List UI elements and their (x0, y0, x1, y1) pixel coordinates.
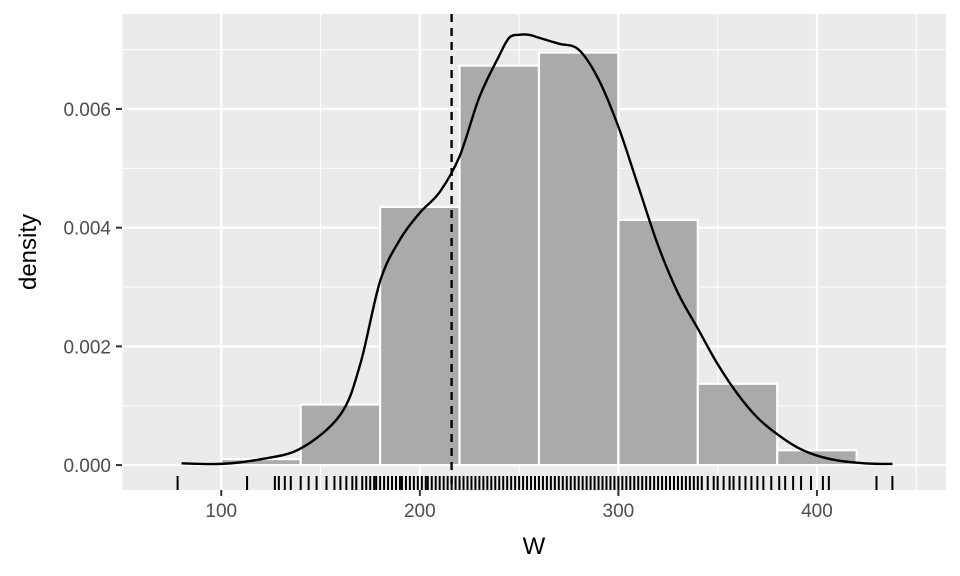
y-tick-label: 0.006 (63, 100, 111, 121)
x-axis: 100 200 300 400 (205, 490, 833, 522)
density-curve-layer (181, 33, 893, 466)
rug-marks (176, 476, 894, 490)
histogram-bar (617, 218, 699, 467)
x-tick-label: 400 (801, 501, 833, 522)
histogram-bar (379, 205, 461, 467)
y-tick-label: 0.000 (63, 456, 111, 477)
x-axis-title: W (523, 533, 546, 560)
x-tick-label: 100 (205, 501, 237, 522)
histogram-bar (537, 51, 620, 467)
histogram-bar (458, 64, 541, 467)
y-tick-label: 0.002 (63, 337, 111, 358)
x-tick-label: 200 (404, 501, 436, 522)
histogram-bar (776, 449, 858, 467)
y-axis-title: density (15, 214, 42, 290)
x-tick-label: 300 (603, 501, 635, 522)
y-tick-label: 0.004 (63, 219, 111, 240)
density-curve (181, 33, 893, 466)
y-axis: 0.000 0.002 0.004 0.006 (63, 100, 122, 477)
